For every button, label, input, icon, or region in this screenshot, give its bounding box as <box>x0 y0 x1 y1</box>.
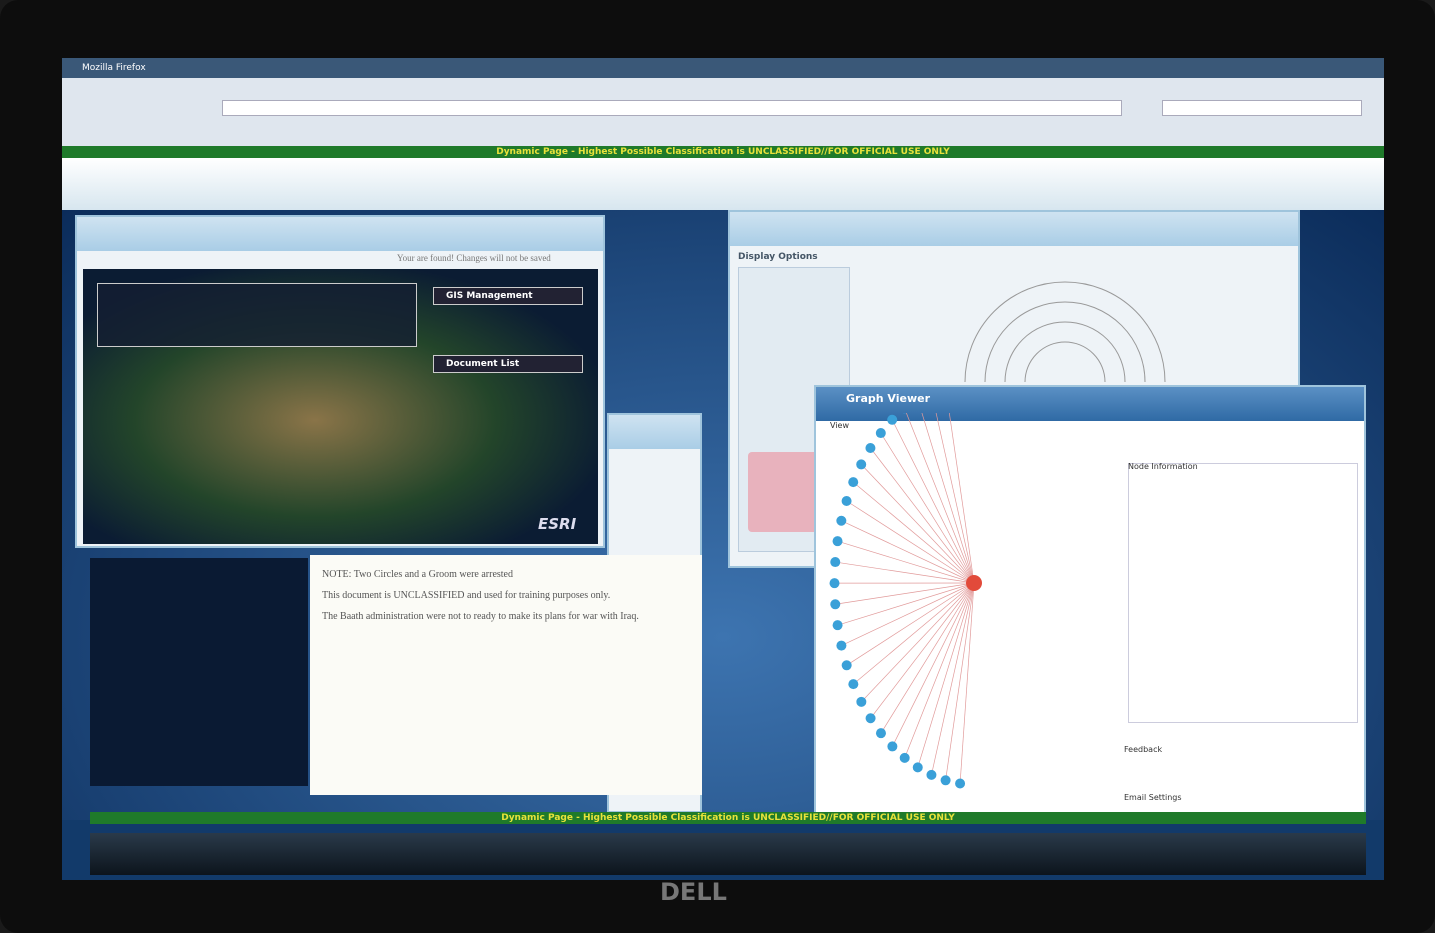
node <box>876 428 886 438</box>
graph <box>816 413 1126 813</box>
browser-toolbar <box>62 78 1384 150</box>
edge <box>904 413 974 583</box>
dark-panel <box>90 558 308 786</box>
node <box>866 713 876 723</box>
paragraph: This document is UNCLASSIFIED and used f… <box>322 590 690 601</box>
edge <box>853 482 974 583</box>
node <box>876 728 886 738</box>
display-options: Display Options <box>738 252 818 262</box>
node <box>833 536 843 546</box>
edge <box>881 433 974 583</box>
node-info-panel <box>1128 463 1358 723</box>
edge <box>841 583 974 646</box>
pink-chart <box>748 452 820 532</box>
classification-banner-bottom: Dynamic Page - Highest Possible Classifi… <box>90 812 1366 824</box>
node <box>955 778 965 788</box>
paragraph: NOTE: Two Circles and a Groom were arres… <box>322 569 690 580</box>
map-window: Your are found! Changes will not be save… <box>75 215 605 548</box>
edge <box>853 583 974 684</box>
map: GIS Management Document List ESRI <box>83 269 598 544</box>
edge <box>892 583 974 746</box>
node <box>865 443 875 453</box>
edge <box>835 583 974 604</box>
node <box>913 762 923 772</box>
node <box>848 477 858 487</box>
edge <box>838 541 974 583</box>
node <box>833 620 843 630</box>
edge <box>861 583 974 702</box>
edge <box>841 521 974 583</box>
edge <box>871 583 974 718</box>
feedback: Feedback <box>1124 745 1162 754</box>
node <box>941 775 951 785</box>
node <box>836 641 846 651</box>
edge <box>881 583 974 733</box>
paragraph: The Baath administration were not to rea… <box>322 611 690 622</box>
radial-plot <box>930 272 1200 382</box>
edge <box>918 583 974 767</box>
node <box>887 415 897 425</box>
node <box>887 741 897 751</box>
taskbar <box>90 833 1366 875</box>
node <box>842 660 852 670</box>
document-panel: NOTE: Two Circles and a Groom were arres… <box>310 555 702 795</box>
edge <box>861 464 974 583</box>
screen: Mozilla Firefox Dynamic Page - Highest P… <box>62 58 1384 880</box>
map-logo: ESRI <box>538 515 576 533</box>
document-text: NOTE: Two Circles and a Groom were arres… <box>322 569 690 622</box>
page: Mozilla Firefox Dynamic Page - Highest P… <box>0 0 1435 933</box>
search-bar <box>1162 100 1362 116</box>
email-settings[interactable]: Email Settings <box>1124 793 1182 802</box>
node <box>830 578 840 588</box>
edge <box>918 413 974 583</box>
edge <box>847 501 974 583</box>
notice: Your are found! Changes will not be save… <box>397 253 551 263</box>
app-header <box>62 158 1384 210</box>
node <box>830 557 840 567</box>
monitor-brand: DELL <box>660 878 727 906</box>
node <box>848 679 858 689</box>
classification-banner: Dynamic Page - Highest Possible Classifi… <box>62 146 1384 158</box>
edge <box>946 583 974 780</box>
node <box>856 459 866 469</box>
address-bar <box>222 100 1122 116</box>
node <box>836 516 846 526</box>
node <box>842 496 852 506</box>
node <box>900 753 910 763</box>
edge <box>870 448 974 583</box>
edge <box>931 413 974 583</box>
map-toolbar[interactable] <box>97 283 417 347</box>
browser-title: Mozilla Firefox <box>62 58 1384 78</box>
edge <box>892 420 974 583</box>
gis-button[interactable]: GIS Management <box>433 287 583 305</box>
edge <box>847 583 974 665</box>
node <box>830 599 840 609</box>
graph-viewer: Graph Viewer View Node Information Feedb… <box>814 385 1366 815</box>
node <box>856 697 866 707</box>
node-information: Node Information <box>1128 462 1198 471</box>
document-list-button[interactable]: Document List <box>433 355 583 373</box>
center-node <box>966 575 982 591</box>
node <box>926 770 936 780</box>
